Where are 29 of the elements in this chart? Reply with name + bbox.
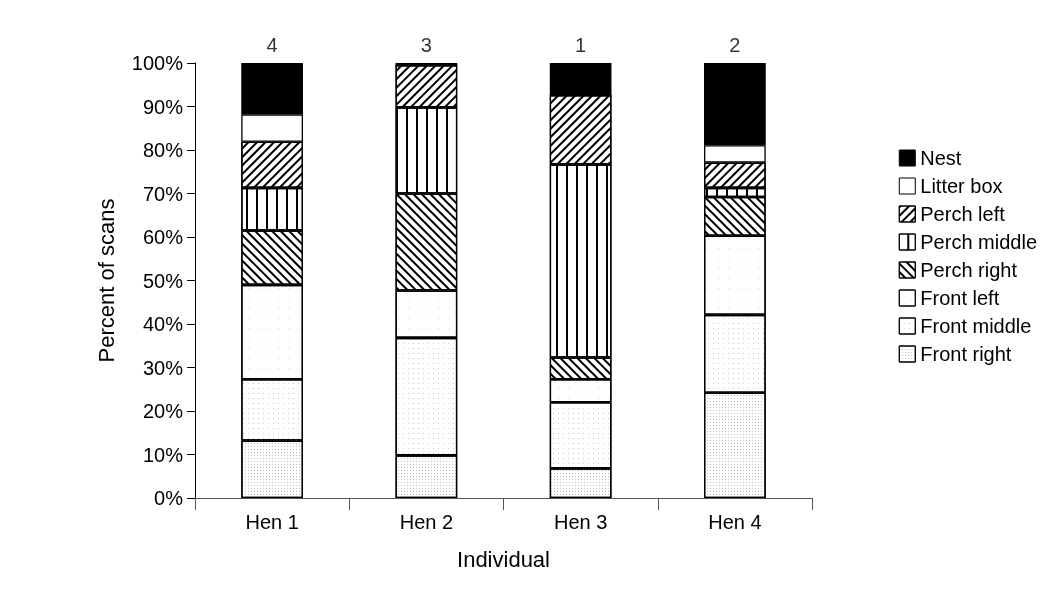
legend-label: Perch right: [920, 259, 1018, 281]
y-tick-label: 30%: [142, 356, 184, 379]
legend-label: Nest: [920, 147, 962, 169]
y-tick-label: 80%: [142, 139, 184, 161]
y-tick-label: 70%: [142, 182, 184, 205]
x-tick-label: Hen 3: [553, 511, 608, 533]
x-axis-title: Individual: [457, 546, 550, 572]
y-tick-label: 100%: [131, 52, 184, 74]
legend-label: Front right: [920, 343, 1012, 365]
x-tick-label: Hen 2: [399, 511, 454, 533]
y-tick-label: 10%: [142, 443, 184, 466]
x-tick-label: Hen 1: [245, 511, 299, 533]
y-tick-label: 20%: [142, 400, 184, 422]
annotation: 4: [266, 34, 278, 56]
y-tick-label: 60%: [142, 226, 184, 248]
x-tick-label: Hen 4: [708, 511, 762, 533]
legend-label: Perch left: [920, 203, 1006, 225]
legend-label: Litter box: [920, 175, 1003, 197]
annotation: 2: [729, 34, 741, 56]
y-tick-label: 0%: [154, 487, 184, 509]
legend-label: Front middle: [920, 315, 1032, 337]
y-tick-label: 90%: [142, 95, 184, 118]
y-tick-label: 40%: [142, 313, 184, 335]
y-axis-title: Percent of scans: [93, 198, 119, 363]
annotation: 3: [420, 34, 432, 56]
legend-label: Front left: [920, 287, 1000, 309]
y-tick-label: 50%: [142, 269, 184, 292]
annotation: 1: [575, 34, 587, 56]
legend-label: Perch middle: [920, 231, 1037, 253]
